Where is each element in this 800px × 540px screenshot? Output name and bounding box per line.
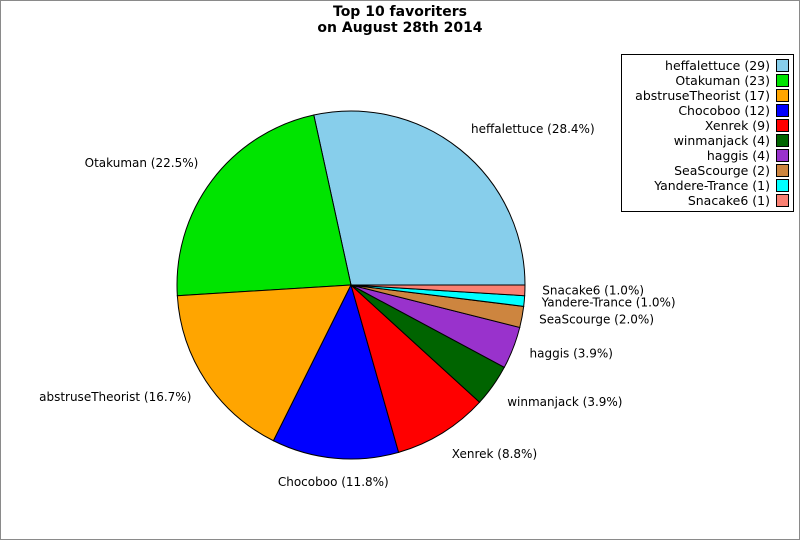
legend-swatch — [776, 149, 789, 162]
legend: heffalettuce (29) Otakuman (23) abstruseTh… — [621, 54, 794, 212]
legend-swatch — [776, 59, 789, 72]
legend-label: Yandere-Trance (1) — [654, 178, 770, 193]
legend-label: winmanjack (4) — [673, 133, 770, 148]
legend-label: heffalettuce (29) — [665, 58, 770, 73]
chart-title-line1: Top 10 favoriters — [333, 4, 467, 20]
legend-item-winmanjack: winmanjack (4) — [626, 133, 789, 148]
slice-label-SeaScourge: SeaScourge (2.0%) — [539, 312, 654, 327]
legend-item-Otakuman: Otakuman (23) — [626, 73, 789, 88]
chart-title: Top 10 favoriters on August 28th 2014 — [1, 4, 799, 36]
legend-item-Snacake6: Snacake6 (1) — [626, 193, 789, 208]
legend-label: Otakuman (23) — [675, 73, 770, 88]
legend-item-SeaScourge: SeaScourge (2) — [626, 163, 789, 178]
chart-title-line2: on August 28th 2014 — [317, 19, 483, 36]
pie-slice-abstruseTheorist — [176, 284, 352, 442]
slice-label-Snacake6: Snacake6 (1.0%) — [542, 283, 645, 298]
slice-label-winmanjack: winmanjack (3.9%) — [507, 394, 623, 409]
legend-swatch — [776, 104, 789, 117]
slice-label-Otakuman: Otakuman (22.5%) — [84, 155, 199, 170]
legend-label: haggis (4) — [706, 148, 770, 163]
legend-swatch — [776, 179, 789, 192]
legend-label: abstruseTheorist (17) — [635, 88, 770, 103]
legend-item-heffalettuce: heffalettuce (29) — [626, 58, 789, 73]
legend-swatch — [776, 119, 789, 132]
legend-item-abstruseTheorist: abstruseTheorist (17) — [626, 88, 789, 103]
legend-label: Snacake6 (1) — [687, 193, 770, 208]
slice-label-Yandere-Trance: Yandere-Trance (1.0%) — [541, 295, 676, 310]
slice-label-Chocoboo: Chocoboo (11.8%) — [277, 474, 389, 489]
legend-item-Yandere-Trance: Yandere-Trance (1) — [626, 178, 789, 193]
legend-swatch — [776, 74, 789, 87]
legend-label: SeaScourge (2) — [674, 163, 770, 178]
slice-label-abstruseTheorist: abstruseTheorist (16.7%) — [39, 389, 192, 404]
slice-label-haggis: haggis (3.9%) — [529, 346, 613, 361]
legend-item-haggis: haggis (4) — [626, 148, 789, 163]
pie-slice-Otakuman — [176, 114, 352, 297]
legend-swatch — [776, 89, 789, 102]
legend-swatch — [776, 134, 789, 147]
pie-slice-Chocoboo — [272, 283, 400, 460]
pie-slice-heffalettuce — [313, 110, 526, 286]
pie-slice-Snacake6 — [350, 284, 526, 297]
legend-label: Chocoboo (12) — [678, 103, 770, 118]
slice-label-heffalettuce: heffalettuce (28.4%) — [471, 121, 595, 136]
pie-slice-Xenrek — [350, 283, 481, 453]
legend-item-Chocoboo: Chocoboo (12) — [626, 103, 789, 118]
slice-label-Xenrek: Xenrek (8.8%) — [451, 446, 538, 461]
legend-label: Xenrek (9) — [704, 118, 770, 133]
legend-item-Xenrek: Xenrek (9) — [626, 118, 789, 133]
legend-swatch — [776, 194, 789, 207]
legend-swatch — [776, 164, 789, 177]
